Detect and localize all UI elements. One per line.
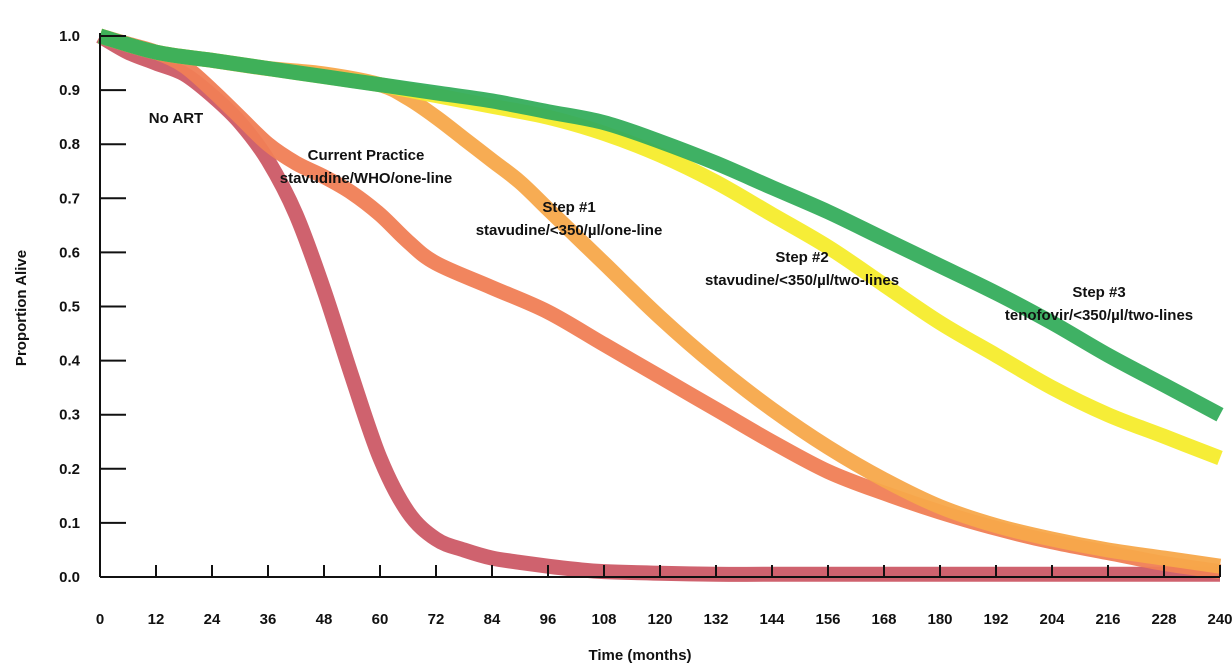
x-tick-label: 156 — [815, 611, 840, 628]
series-label-no-art: No ART — [149, 110, 203, 127]
x-tick-label: 168 — [871, 611, 896, 628]
x-tick-label: 36 — [260, 611, 277, 628]
x-axis-title: Time (months) — [588, 647, 691, 664]
y-axis-title: Proportion Alive — [13, 250, 30, 366]
series-labels: No ART Current Practice stavudine/WHO/one-… — [149, 110, 1193, 324]
series-label-step3: Step #3 — [1072, 284, 1125, 301]
series-label-current-practice: stavudine/WHO/one-line — [280, 170, 453, 187]
series-layer — [96, 28, 1224, 582]
y-tick-label: 0.4 — [59, 353, 81, 370]
x-tick-label: 120 — [647, 611, 672, 628]
y-tick-label: 0.1 — [59, 515, 80, 532]
y-tick-label: 0.9 — [59, 82, 80, 99]
axes-layer — [99, 33, 1220, 578]
series-line-current-practice — [97, 28, 1222, 580]
x-tick-label: 240 — [1207, 611, 1232, 628]
x-tick-label: 84 — [484, 611, 501, 628]
y-tick-label: 0.5 — [59, 299, 80, 316]
series-label-step2: stavudine/<350/µl/two-lines — [705, 272, 899, 289]
x-tick-label: 228 — [1151, 611, 1176, 628]
x-tick-label: 24 — [204, 611, 221, 628]
x-tick-label: 60 — [372, 611, 389, 628]
y-tick-label: 0.3 — [59, 407, 80, 424]
x-tick-label: 192 — [983, 611, 1008, 628]
x-tick-label: 96 — [540, 611, 557, 628]
series-line-step1 — [97, 28, 1222, 574]
x-tick-label: 0 — [96, 611, 104, 628]
series-label-current-practice: Current Practice — [308, 147, 425, 164]
series-line-step2 — [97, 28, 1223, 465]
series-label-step3: tenofovir/<350/µl/two-lines — [1005, 307, 1193, 324]
y-tick-label: 1.0 — [59, 28, 80, 45]
x-tick-label: 216 — [1095, 611, 1120, 628]
y-tick-label: 0.8 — [59, 136, 80, 153]
y-tick-label: 0.7 — [59, 190, 80, 207]
x-tick-label: 48 — [316, 611, 333, 628]
x-tick-label: 132 — [703, 611, 728, 628]
y-tick-label: 0.6 — [59, 244, 80, 261]
x-tick-label: 144 — [759, 611, 785, 628]
x-tick-label: 12 — [148, 611, 165, 628]
y-tick-label: 0.2 — [59, 461, 80, 478]
x-ticks: 0 12 24 36 48 60 72 84 96 108 120 132 144 156 168 180 19… — [96, 565, 1232, 628]
x-tick-label: 180 — [927, 611, 952, 628]
x-tick-label: 204 — [1039, 611, 1065, 628]
series-label-step1: Step #1 — [542, 199, 595, 216]
y-tick-label: 0.0 — [59, 569, 80, 586]
x-tick-label: 72 — [428, 611, 445, 628]
series-label-step2: Step #2 — [775, 249, 828, 266]
y-ticks: 0.0 0.1 0.2 0.3 0.4 0.5 0.6 0.7 0.8 0.9 1.0 — [59, 28, 126, 586]
series-label-step1: stavudine/<350/µl/one-line — [476, 222, 663, 239]
x-tick-label: 108 — [591, 611, 616, 628]
series-line-no-art — [96, 29, 1220, 582]
series-line-step3 — [97, 28, 1224, 422]
